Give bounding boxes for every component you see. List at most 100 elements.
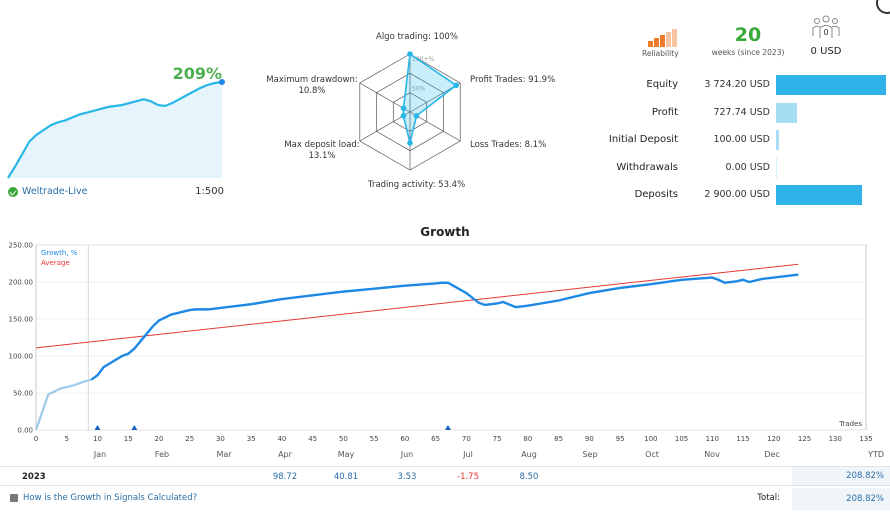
y-tick-label: 0.00 (17, 427, 33, 435)
stat-label: Deposits (634, 189, 678, 200)
stat-bar (776, 75, 886, 95)
stat-row-withdrawals: Withdrawals 0.00 USD (600, 155, 890, 183)
radar-label-drawdown: Maximum drawdown: 10.8% (266, 75, 358, 97)
x-tick-label: 45 (308, 435, 317, 443)
growth-chart[interactable]: 0.00 50.00 100.00 150.00 200.00 250.00 0 5 10 15 2… (0, 240, 890, 450)
total-value: 208.82% (792, 488, 890, 510)
radar-point-5 (400, 105, 407, 112)
growth-chart-title: Growth (420, 225, 470, 239)
stat-value: 2 900.00 USD (704, 189, 770, 200)
mini-growth-panel[interactable]: 209% Weltrade-Live 1:500 (6, 60, 226, 205)
radar-label-loss: Loss Trades: 8.1% (470, 140, 547, 150)
month-label: May (337, 450, 355, 459)
reliability-label: Reliability (642, 49, 679, 58)
x-tick-label: 110 (706, 435, 719, 443)
stat-bar (776, 130, 779, 150)
year-row-2023: 2023 98.72 40.81 3.53 -1.75 8.50 208.82% (0, 466, 890, 486)
stat-row-equity: Equity 3 724.20 USD (600, 72, 890, 100)
x-tick-label: 50 (339, 435, 348, 443)
subscribers-icon: 0 (812, 15, 840, 38)
x-tick-label: 15 (124, 435, 133, 443)
x-tick-label: 130 (829, 435, 842, 443)
radar-point-3 (407, 140, 413, 146)
month-label: Jul (463, 450, 473, 459)
weeks-label: weeks (since 2023) (711, 48, 785, 57)
stat-value: 727.74 USD (713, 106, 770, 118)
stat-row-deposits: Deposits 2 900.00 USD (600, 182, 890, 210)
x-tick-label: 115 (736, 435, 749, 443)
total-label: Total: (757, 493, 780, 503)
stat-bar (776, 102, 798, 123)
x-tick-label: 55 (370, 435, 379, 443)
stat-label: Profit (651, 106, 678, 118)
x-tick-label: 90 (585, 435, 594, 443)
stat-row-profit: Profit 727.74 USD (600, 100, 890, 128)
mini-growth-area (8, 82, 222, 178)
weeks-value: 20 (734, 24, 762, 46)
chart-frame (35, 244, 867, 431)
reliability-indicator[interactable]: Reliability (638, 25, 694, 65)
month-label: Apr (278, 450, 292, 459)
legend-growth: Growth, % (41, 249, 78, 257)
x-tick-label: 80 (523, 435, 532, 443)
radar-panel: 50% 100+% Algo trading: 100% Profit Trade… (260, 20, 580, 198)
y-tick-label: 50.00 (13, 390, 33, 398)
radar-point-4 (400, 112, 407, 119)
x-tick-label: 0 (34, 435, 38, 443)
stat-label: Withdrawals (616, 161, 678, 173)
growth-percentage: 209% (172, 64, 222, 83)
radar-scale-inner: 50% (412, 86, 426, 93)
month-growth-value: 3.53 (397, 472, 417, 482)
year-label: 2023 (22, 472, 46, 482)
deposit-marker (444, 425, 451, 430)
radar-point-0 (407, 51, 413, 57)
stat-row-initial-deposit: Initial Deposit 100.00 USD (600, 127, 890, 155)
ytd-growth-value: 208.82% (792, 467, 890, 485)
month-growth-value: 8.50 (519, 472, 539, 482)
deposit-marker (94, 425, 101, 430)
x-tick-label: 10 (93, 435, 102, 443)
stat-value: 100.00 USD (713, 134, 770, 145)
legend-average: Average (41, 259, 70, 267)
radar-deposit-load-title: Max deposit load: (284, 140, 360, 150)
account-label[interactable]: Weltrade-Live (8, 186, 87, 197)
y-tick-label: 250.00 (9, 242, 34, 250)
month-label: Dec (764, 450, 780, 459)
growth-calc-link[interactable]: How is the Growth in Signals Calculated? (10, 493, 197, 503)
deposit-marker (131, 425, 138, 430)
x-tick-label: 125 (798, 435, 811, 443)
x-tick-label: 40 (277, 435, 286, 443)
corner-button-icon[interactable] (876, 0, 890, 14)
month-label: Sep (582, 450, 598, 459)
radar-label-deposit-load: Max deposit load: 13.1% (282, 140, 362, 162)
radar-drawdown-value: 10.8% (298, 86, 326, 96)
broker-name[interactable]: Weltrade-Live (22, 186, 88, 197)
stat-value: 0.00 USD (725, 161, 770, 173)
growth-calc-link-text[interactable]: How is the Growth in Signals Calculated? (23, 493, 198, 503)
weeks-block: 20 weeks (since 2023) (700, 24, 796, 57)
mini-growth-line (7, 80, 223, 179)
stat-bar (776, 157, 777, 178)
x-tick-label: 105 (675, 435, 688, 443)
question-icon (10, 494, 18, 502)
y-tick-label: 100.00 (9, 353, 34, 361)
mini-growth-endpoint (219, 79, 225, 85)
subscribers-block[interactable]: 0 0 USD (802, 14, 850, 57)
x-tick-label: 135 (859, 435, 872, 443)
month-label: Jan (93, 450, 107, 459)
radar-point-1 (453, 82, 459, 89)
radar-point-2 (413, 112, 420, 119)
y-tick-label: 200.00 (9, 279, 34, 287)
x-tick-label: 35 (247, 435, 256, 443)
month-label: Oct (645, 450, 659, 459)
x-tick-label: 25 (185, 435, 194, 443)
radar-label-activity: Trading activity: 53.4% (368, 180, 466, 190)
x-tick-label: 60 (400, 435, 409, 443)
x-tick-label: 30 (216, 435, 225, 443)
footer-row: How is the Growth in Signals Calculated?… (0, 488, 890, 510)
x-tick-label: 75 (493, 435, 502, 443)
radar-value-polygon (402, 52, 458, 144)
average-line (35, 263, 799, 349)
month-header-row: Jan Feb Mar Apr May Jun Jul Aug Sep Oct Nov Dec YTD (0, 450, 890, 462)
radar-chart: 50% 100+% (359, 51, 461, 171)
